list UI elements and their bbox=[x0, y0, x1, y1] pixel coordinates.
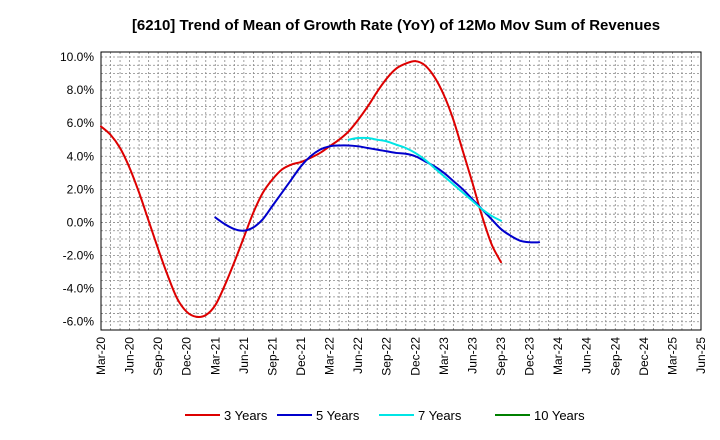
x-tick-label: Mar-23 bbox=[437, 337, 451, 375]
x-tick-label: Mar-25 bbox=[665, 337, 679, 375]
y-tick-label: -4.0% bbox=[63, 282, 95, 296]
series-line-3-years bbox=[100, 60, 502, 319]
x-tick-label: Sep-20 bbox=[151, 337, 165, 376]
x-tick-label: Dec-21 bbox=[294, 337, 308, 376]
y-tick-label: 4.0% bbox=[67, 149, 95, 163]
x-tick-label: Dec-22 bbox=[408, 337, 422, 376]
x-tick-label: Dec-20 bbox=[180, 337, 194, 376]
y-tick-label: 8.0% bbox=[67, 83, 95, 97]
y-axis: 10.0% 8.0% 6.0% 4.0% 2.0% 0.0% -2.0% -4.0% -6.0% bbox=[60, 50, 94, 329]
x-tick-label: Mar-21 bbox=[208, 337, 222, 375]
plot-frame bbox=[100, 51, 702, 331]
y-tick-label: 6.0% bbox=[67, 116, 95, 130]
x-tick-label: Mar-20 bbox=[94, 337, 108, 375]
x-tick-label: Dec-23 bbox=[523, 337, 537, 376]
chart-title: [6210] Trend of Mean of Growth Rate (YoY… bbox=[132, 17, 660, 34]
x-tick-label: Sep-24 bbox=[608, 337, 622, 376]
legend-label: 10 Years bbox=[534, 408, 585, 423]
x-tick-label: Jun-24 bbox=[580, 337, 594, 374]
x-tick-label: Jun-23 bbox=[465, 337, 479, 374]
legend-label: 3 Years bbox=[224, 408, 268, 423]
grid bbox=[101, 52, 701, 330]
x-tick-label: Mar-24 bbox=[551, 337, 565, 375]
y-tick-label: 2.0% bbox=[67, 182, 95, 196]
y-tick-label: 0.0% bbox=[67, 215, 95, 229]
x-axis: Mar-20 Jun-20 Sep-20 Dec-20 Mar-21 Jun-21 Sep-… bbox=[94, 337, 708, 376]
x-tick-label: Sep-22 bbox=[380, 337, 394, 376]
series-lines bbox=[100, 60, 541, 319]
y-tick-label: -2.0% bbox=[63, 249, 95, 263]
x-tick-label: Sep-21 bbox=[265, 337, 279, 376]
y-tick-label: -6.0% bbox=[63, 315, 95, 329]
x-tick-label: Jun-21 bbox=[237, 337, 251, 374]
legend-label: 7 Years bbox=[418, 408, 462, 423]
legend: 3 Years 5 Years 7 Years 10 Years bbox=[185, 408, 585, 423]
x-tick-label: Jun-25 bbox=[694, 337, 708, 374]
legend-label: 5 Years bbox=[316, 408, 360, 423]
x-tick-label: Dec-24 bbox=[637, 337, 651, 376]
x-tick-label: Jun-20 bbox=[123, 337, 137, 374]
x-tick-label: Mar-22 bbox=[323, 337, 337, 375]
series-line-7-years bbox=[347, 136, 502, 222]
y-tick-label: 10.0% bbox=[60, 50, 94, 64]
x-tick-label: Jun-22 bbox=[351, 337, 365, 374]
x-tick-label: Sep-23 bbox=[494, 337, 508, 376]
